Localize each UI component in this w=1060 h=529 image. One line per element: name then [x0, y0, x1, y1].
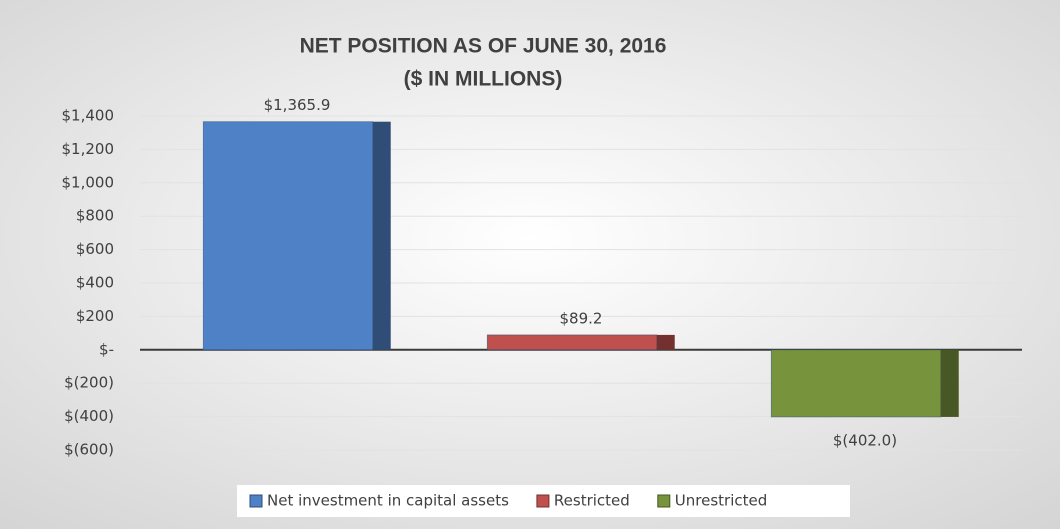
y-tick-label: $(400) [64, 407, 114, 425]
y-tick-label: $600 [76, 240, 114, 258]
bar [486, 334, 658, 351]
y-tick-label: $(600) [64, 441, 114, 459]
value-label: $(402.0) [833, 431, 897, 449]
y-tick-label: $1,000 [62, 173, 115, 191]
bar-side [940, 349, 959, 417]
y-tick-label: $800 [76, 207, 114, 225]
y-tick-label: $1,400 [62, 107, 115, 125]
bar-side [372, 121, 391, 350]
y-tick-label: $- [99, 340, 114, 358]
value-label: $89.2 [560, 309, 603, 327]
legend-swatch [657, 494, 671, 508]
legend-swatch [249, 494, 263, 508]
bar-side [656, 334, 675, 350]
y-tick-label: $(200) [64, 374, 114, 392]
y-tick-label: $400 [76, 274, 114, 292]
value-label: $1,365.9 [264, 96, 331, 114]
bar [202, 121, 374, 351]
y-tick-label: $1,200 [62, 140, 115, 158]
bar [770, 349, 942, 418]
legend-label: Unrestricted [675, 492, 767, 510]
chart-subtitle: ($ IN MILLIONS) [404, 68, 563, 91]
y-tick-label: $200 [76, 307, 114, 325]
legend-label: Net investment in capital assets [267, 492, 509, 510]
chart-title: NET POSITION AS OF JUNE 30, 2016 [300, 35, 667, 58]
legend-label: Restricted [554, 492, 630, 510]
legend-swatch [536, 494, 550, 508]
